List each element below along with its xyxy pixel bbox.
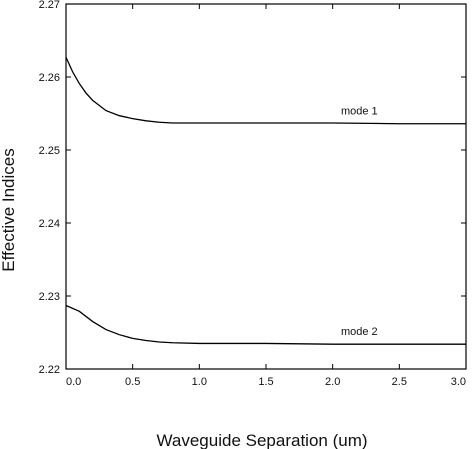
- x-tick-label: 1.5: [258, 376, 273, 388]
- y-tick-label: 2.26: [39, 72, 60, 84]
- y-tick-label: 2.24: [39, 218, 60, 230]
- x-axis-ticks: 0.0 0.5 1.0 1.5 2.0 2.5 3.0: [65, 4, 467, 388]
- y-tick-label: 2.22: [39, 364, 60, 376]
- x-tick-label: 0.0: [66, 376, 81, 388]
- series-label-2: mode 2: [341, 326, 378, 338]
- y-tick-label: 2.23: [39, 291, 60, 303]
- series-label-1: mode 1: [341, 106, 378, 118]
- x-tick-label: 3.0: [451, 376, 466, 388]
- plot-frame: [65, 3, 467, 370]
- x-tick-label: 2.5: [392, 376, 407, 388]
- y-tick-label: 2.27: [39, 0, 60, 11]
- y-tick-label: 2.25: [39, 145, 60, 157]
- x-tick-label: 2.0: [325, 376, 340, 388]
- series-line-1: [65, 57, 466, 125]
- series-layer: mode 1 mode 2: [65, 57, 466, 345]
- series-line-2: [65, 304, 466, 345]
- x-tick-label: 1.0: [192, 376, 207, 388]
- y-axis-ticks: 2.22 2.23 2.24 2.25 2.26 2.27: [39, 0, 466, 376]
- y-axis-title: Effective Indices: [0, 148, 18, 271]
- x-tick-label: 0.5: [125, 376, 140, 388]
- x-axis-title: Waveguide Separation (um): [156, 431, 367, 449]
